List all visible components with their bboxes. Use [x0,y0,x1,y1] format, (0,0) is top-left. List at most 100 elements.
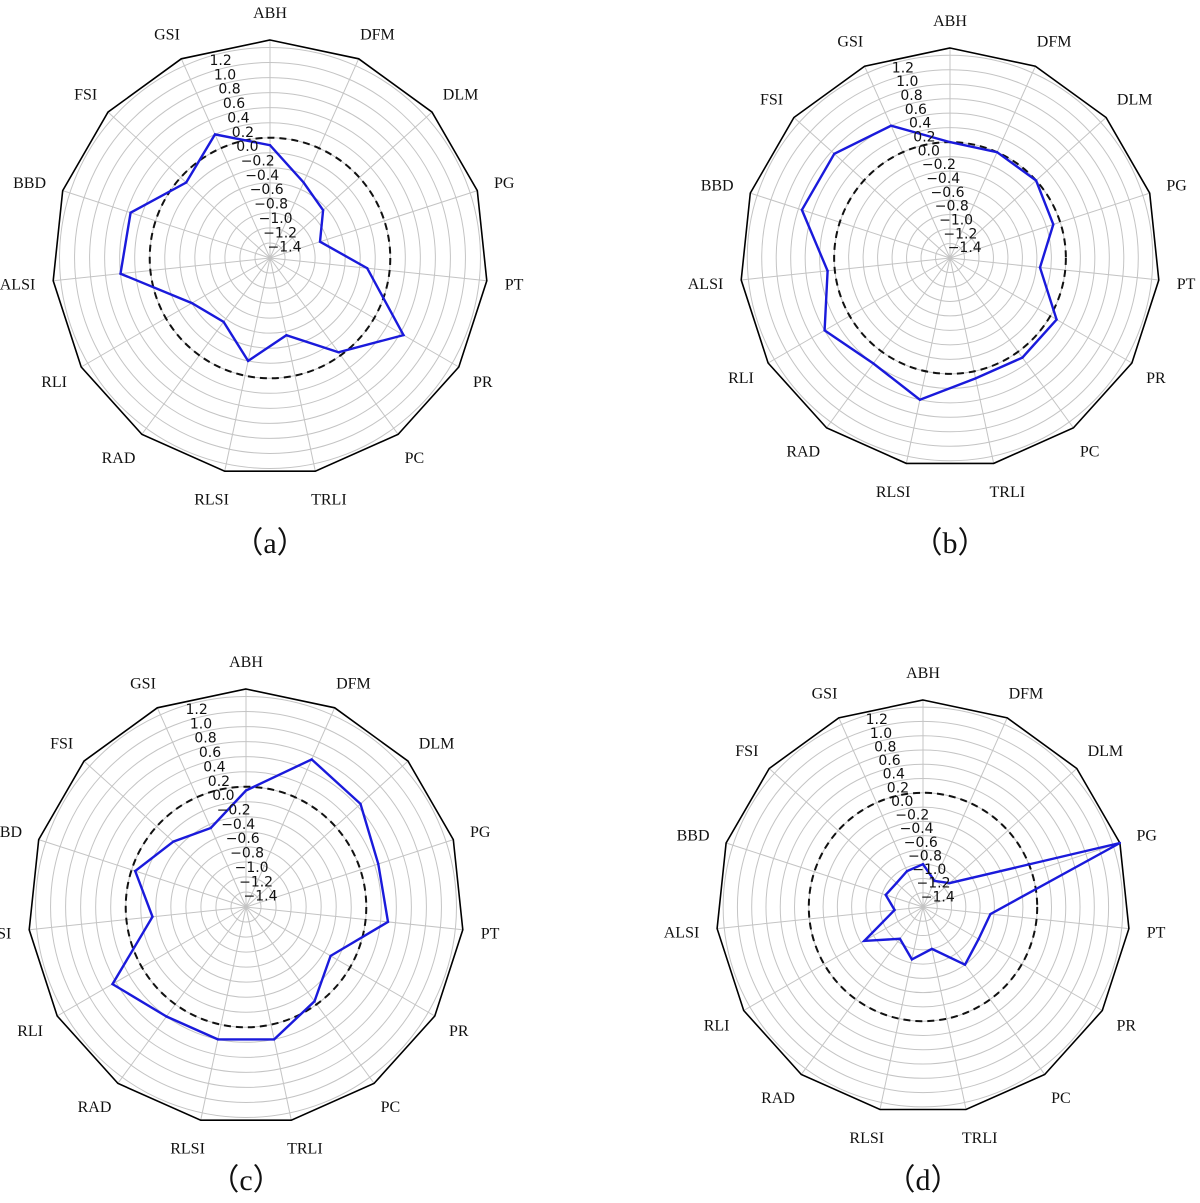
radial-tick-label: 0.4 [883,767,905,783]
category-label-dlm: DLM [1117,92,1153,109]
category-label-rad: RAD [786,444,820,461]
spoke-line [83,760,247,908]
radial-tick-label: 0.8 [218,82,240,98]
spoke-line [62,190,271,259]
spoke-line [725,842,924,908]
data-point-pc [963,963,967,966]
spoke-line [269,58,360,259]
radial-tick-label: 1.2 [186,702,208,718]
radial-tick-label: 0.4 [203,759,225,775]
data-point-pr [402,333,405,337]
data-point-rlsi [216,1038,220,1041]
radar-panel-c: 1.21.00.80.60.40.20.0−0.2−0.4−0.6−0.8−1.… [0,654,500,1197]
spoke-line [826,257,951,429]
radial-tick-label: −1.2 [917,876,951,892]
category-label-dfm: DFM [336,675,371,692]
category-label-pc: PC [405,450,425,467]
radial-tick-label: 0.0 [236,139,258,155]
radial-tick-label: −0.4 [245,168,279,184]
category-label-rli: RLI [41,374,67,391]
data-point-pr [329,954,332,958]
data-point-fsi [172,840,175,843]
radial-tick-label: 0.0 [212,788,234,804]
data-point-dlm [948,881,951,885]
data-point-rad [898,937,902,940]
data-point-rli [823,329,826,332]
data-point-bbd [134,869,137,873]
data-point-rli [863,939,866,943]
data-point-pc [1021,356,1024,359]
reference-circle [148,136,392,380]
category-label-pc: PC [1080,444,1100,461]
spoke-line [156,707,247,908]
data-point-bbd [129,211,132,214]
spoke-line [269,111,433,259]
radial-tick-label: −1.4 [921,889,955,905]
data-point-fsi [185,181,188,184]
reference-circle [807,791,1039,1023]
category-label-dlm: DLM [1088,743,1124,760]
radar-panel-a: 1.21.00.80.60.40.20.0−0.2−0.4−0.6−0.8−1.… [0,5,524,560]
spoke-line [269,257,399,435]
data-point-alsi [119,272,122,275]
reference-circle [124,785,368,1029]
spoke-line [949,192,1150,259]
radial-tick-label: 1.0 [896,74,918,90]
spoke-line [922,842,1121,908]
radial-tick-label: −1.0 [939,213,973,229]
radial-tick-label: −1.4 [948,240,982,256]
data-point-trli [974,377,977,380]
category-label-gsi: GSI [812,685,838,702]
spoke-line [29,906,247,931]
spoke-line [269,257,316,472]
radar-panel-d: 1.21.00.80.60.40.20.0−0.2−0.4−0.6−0.8−1.… [664,665,1166,1197]
category-label-alsi: ALSI [664,925,700,942]
spoke-line [717,906,924,930]
data-point-rad [165,1015,168,1018]
spoke-line [767,257,951,364]
data-point-abh [921,863,925,866]
series-line [119,133,406,363]
category-label-bbd: BBD [13,175,46,192]
radial-tick-label: −1.2 [239,874,273,890]
spoke-line [864,65,951,259]
spoke-line [141,257,271,435]
spoke-line [269,257,487,282]
spoke-line [922,906,967,1110]
data-point-trli [272,1038,276,1041]
series-line [110,757,390,1041]
panel-label: （c） [209,1164,282,1197]
data-point-rad [872,362,875,365]
category-label-bbd: BBD [0,824,22,841]
spoke-line [269,190,478,259]
radial-tick-label: 0.6 [878,753,900,769]
category-label-rad: RAD [102,450,136,467]
category-label-rad: RAD [78,1099,112,1116]
radar-panel-b: 1.21.00.80.60.40.20.0−0.2−0.4−0.6−0.8−1.… [688,13,1196,560]
spoke-line [80,257,271,368]
data-point-alsi [151,915,154,918]
data-point-dlm [1034,179,1038,182]
spoke-line [117,906,247,1084]
spoke-line [922,906,1103,1011]
category-label-pr: PR [473,374,493,391]
category-label-fsi: FSI [50,735,73,752]
category-label-pc: PC [381,1099,401,1116]
category-label-gsi: GSI [130,675,156,692]
data-point-pg [318,240,322,243]
category-label-rad: RAD [761,1090,795,1107]
radial-tick-label: −1.0 [912,862,946,878]
category-label-rlsi: RLSI [170,1141,205,1158]
radial-tick-label: 0.4 [227,110,249,126]
radial-tick-label: −0.6 [226,831,260,847]
category-label-gsi: GSI [154,26,180,43]
data-point-pt [1038,266,1042,269]
category-label-pg: PG [494,175,515,192]
radial-tick-label: −0.4 [926,171,960,187]
radial-tick-label: −1.0 [235,860,269,876]
spoke-line [269,257,460,368]
data-point-gsi [889,124,893,127]
radial-tick-label: −0.2 [241,154,275,170]
radial-grid [741,48,1159,464]
radial-tick-label: −0.4 [900,821,934,837]
